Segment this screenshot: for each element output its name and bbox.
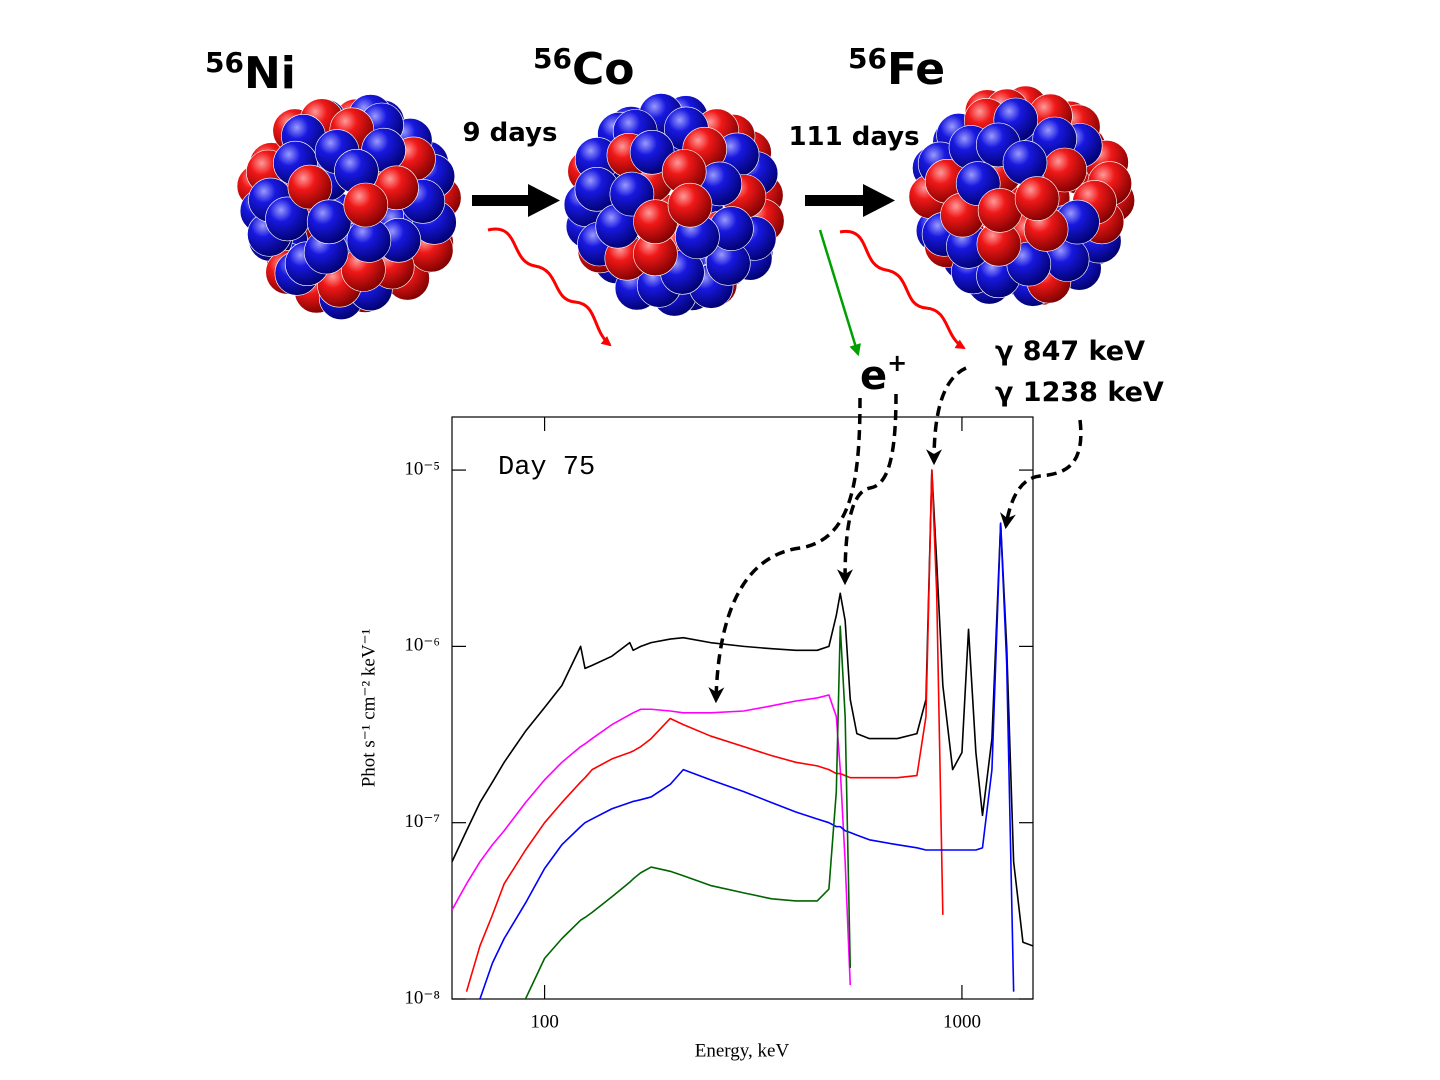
positron-arrow [818,229,861,357]
gamma-arrow [487,227,612,347]
pointer-arrow [926,366,967,466]
gamma-arrow [839,229,966,350]
pointer-arrow [837,393,898,586]
positron-label: e+ [860,349,907,399]
positron-symbol: e [860,353,887,399]
decay-time: 9 days [463,118,558,148]
spectrum-line [479,522,1015,999]
nucleon [287,164,333,210]
mass-number: 56 [848,42,887,75]
mass-number: 56 [205,46,244,79]
x-tick-label: 1000 [943,1011,981,1032]
y-tick-label: 10⁻⁸ [404,987,440,1008]
spectrum-chart: Day 75 Energy, keV Phot s⁻¹ cm⁻² keV⁻¹ 1… [358,416,1034,1061]
pointer-arrows [708,366,1083,704]
x-tick-label: 100 [530,1011,559,1032]
series-group [452,469,1033,999]
nucleus [563,93,785,317]
annotation: Day 75 [498,453,595,483]
nucleus-label: 56Fe [848,42,945,95]
spectrum-line [452,469,1033,947]
y-axis-label: Phot s⁻¹ cm⁻² keV⁻¹ [358,628,379,787]
element-symbol: Fe [887,44,945,95]
plot-frame [451,416,1034,1000]
decay-arrow [805,184,895,217]
element-symbol: Ni [244,48,296,99]
element-symbol: Co [572,44,635,95]
nucleon [1014,176,1060,221]
y-tick-label: 10⁻⁷ [404,811,440,832]
gamma-line-label: γ 847 keV [995,336,1145,367]
y-tick-label: 10⁻⁵ [404,458,440,479]
nucleon [667,182,713,228]
pointer-arrow [708,397,862,704]
decay-time: 111 days [788,122,919,152]
positron-charge: + [887,349,907,377]
nucleon [343,182,389,228]
x-axis-label: Energy, keV [695,1040,790,1061]
y-tick-label: 10⁻⁶ [404,635,440,656]
gamma-line-label: γ 1238 keV [995,377,1164,408]
spectrum-line [452,694,852,986]
nucleus [236,94,462,321]
nucleus-label: 56Co [533,42,635,95]
mass-number: 56 [533,42,572,75]
nucleus [908,85,1135,307]
nuclei [236,85,1135,321]
spectrum-line [524,625,852,999]
spectrum-line [465,469,944,992]
nucleus-label: 56Ni [205,46,296,99]
pointer-arrow [1000,419,1083,530]
decay-arrow [472,184,560,217]
